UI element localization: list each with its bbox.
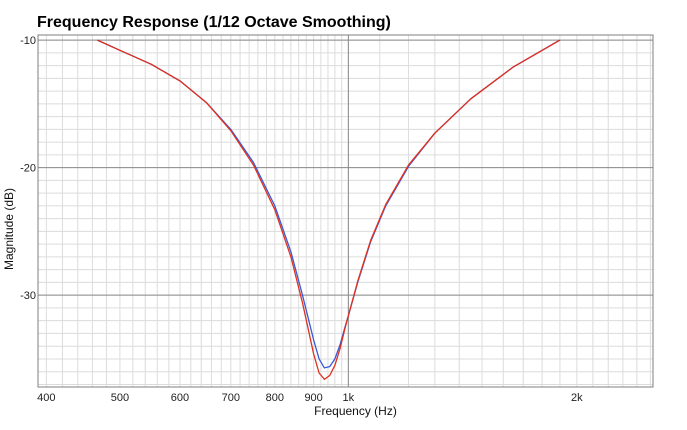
x-tick-label: 800: [266, 392, 284, 404]
chart-title: Frequency Response (1/12 Octave Smoothin…: [37, 14, 391, 31]
x-tick-label: 500: [111, 392, 129, 404]
x-tick-label: 2k: [571, 392, 583, 404]
x-tick-label: 900: [304, 392, 322, 404]
y-tick-label: -30: [20, 290, 36, 302]
series-line-2: [97, 39, 561, 380]
y-tick-label: -10: [20, 35, 36, 47]
x-tick-label: 600: [171, 392, 189, 404]
major-gridlines: [38, 35, 653, 387]
series-line-1: [97, 39, 561, 369]
minor-gridlines: [38, 35, 653, 387]
y-axis-title: Magnitude (dB): [2, 188, 16, 270]
x-tick-label: 400: [37, 392, 55, 404]
x-tick-label: 700: [222, 392, 240, 404]
x-axis-title: Frequency (Hz): [314, 404, 397, 418]
y-tick-label: -20: [20, 163, 36, 175]
y-tick-labels: -10 -20 -30: [20, 35, 36, 302]
plot-area-frame: [37, 34, 654, 388]
x-tick-label: 1k: [343, 392, 355, 404]
x-tick-labels: 400 500 600 700 800 900 1k 2k: [37, 392, 583, 404]
series-layer: [97, 39, 561, 380]
